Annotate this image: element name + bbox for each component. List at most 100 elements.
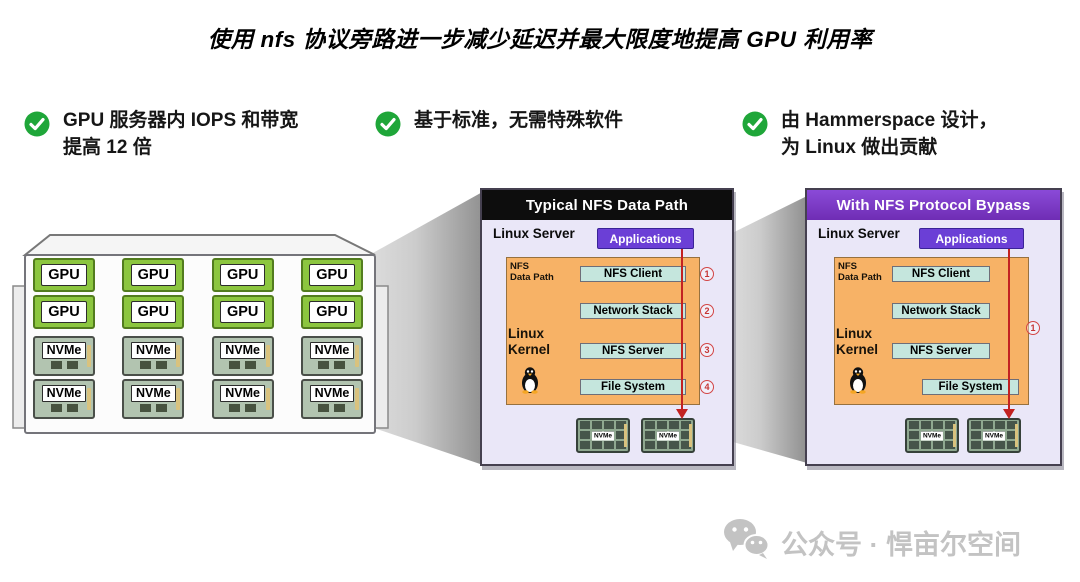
bullet-line: 提高 12 倍: [63, 136, 152, 158]
server-chassis: [12, 234, 389, 434]
gpu-module: GPU: [33, 258, 95, 292]
chip-icons: [50, 361, 78, 369]
connector-strip: [624, 424, 627, 447]
label-line: Linux: [836, 326, 872, 341]
connector-strip: [87, 388, 91, 410]
connector-strip: [176, 388, 181, 410]
watermark: 公众号 · 悍亩尔空间: [722, 518, 1021, 567]
gpu-label: GPU: [41, 264, 87, 286]
label-line: Data Path: [510, 272, 554, 284]
step-badge-2: 2: [700, 304, 714, 318]
bullet-standards: 基于标准，无需特殊软件: [375, 108, 623, 142]
nvme-label: NVMe: [309, 342, 355, 359]
nvme-label: NVMe: [982, 431, 1006, 440]
linux-server-label: Linux Server: [493, 226, 575, 241]
bullet-line: 基于标准，无需特殊软件: [414, 110, 624, 131]
chip-icons: [318, 404, 346, 412]
connector-strip: [87, 345, 91, 367]
nfs-server-box: NFS Server: [580, 343, 686, 359]
label-line: Kernel: [508, 341, 551, 357]
bullet-line: GPU 服务器内 IOPS 和带宽: [63, 110, 299, 131]
gpu-label: GPU: [309, 264, 355, 286]
nfs-client-box: NFS Client: [580, 266, 686, 282]
gpu-module: GPU: [122, 258, 185, 292]
gpu-module: GPU: [211, 295, 274, 329]
bullet-line: 由 Hammerspace 设计，: [781, 110, 998, 131]
bullet-line: 为 Linux 做出贡献: [781, 136, 938, 158]
linux-kernel-label: Linux Kernel: [836, 326, 878, 357]
server-column: GPU GPU NVMe NVMe: [300, 258, 363, 422]
connector-strip: [354, 388, 359, 410]
connector-strip: [689, 424, 692, 447]
bullet-text: 基于标准，无需特殊软件: [414, 108, 623, 135]
nvme-drive: NVMe: [905, 418, 959, 453]
chip-icons: [139, 361, 167, 369]
file-system-box: File System: [580, 379, 686, 395]
chip-icons: [229, 404, 257, 412]
nvme-label: NVMe: [41, 385, 87, 402]
page-title: 使用 nfs 协议旁路进一步减少延迟并最大限度地提高 GPU 利用率: [207, 27, 873, 52]
check-icon: [375, 111, 401, 142]
step-badge-1: 1: [700, 267, 714, 281]
label-line: Linux: [508, 326, 544, 341]
bullet-text: 由 Hammerspace 设计， 为 Linux 做出贡献: [781, 108, 997, 161]
nvme-module: NVMe: [211, 379, 274, 419]
connector-strip: [354, 345, 359, 367]
nvme-label: NVMe: [220, 342, 266, 359]
wechat-icon: [722, 518, 770, 567]
nfs-data-path-label: NFS Data Path: [838, 261, 882, 284]
nvme-module: NVMe: [122, 379, 185, 419]
check-icon: [742, 111, 768, 142]
nvme-label: NVMe: [220, 385, 266, 402]
chip-icons: [50, 404, 78, 412]
nvme-label: NVMe: [591, 431, 615, 440]
panel-title: Typical NFS Data Path: [482, 190, 732, 220]
nfs-server-box: NFS Server: [892, 343, 990, 359]
connector-strip: [265, 345, 270, 367]
check-icon: [24, 111, 50, 142]
network-stack-box: Network Stack: [580, 303, 686, 319]
gpu-module: GPU: [122, 295, 185, 329]
nvme-module: NVMe: [300, 336, 363, 376]
nfs-data-path-label: NFS Data Path: [510, 261, 554, 284]
nvme-label: NVMe: [656, 431, 680, 440]
network-stack-box: Network Stack: [892, 303, 990, 319]
arrow-down-icon: [676, 409, 688, 419]
connector-strip: [265, 388, 270, 410]
nvme-label: NVMe: [309, 385, 355, 402]
file-system-box: File System: [922, 379, 1019, 395]
connector-strip: [953, 424, 956, 447]
data-path-line: [681, 249, 683, 410]
server-column: GPU GPU NVMe NVMe: [211, 258, 274, 422]
server-column: GPU GPU NVMe NVMe: [33, 258, 95, 422]
label-line: Kernel: [836, 341, 879, 357]
connector-strip: [1015, 424, 1018, 447]
nvme-module: NVMe: [33, 379, 95, 419]
nvme-module: NVMe: [33, 336, 95, 376]
nfs-client-box: NFS Client: [892, 266, 990, 282]
watermark-text: 公众号 · 悍亩尔空间: [781, 530, 1021, 560]
gpu-label: GPU: [219, 301, 266, 323]
data-path-line: [1008, 249, 1010, 410]
chip-icons: [139, 404, 167, 412]
nvme-module: NVMe: [122, 336, 185, 376]
label-line: Data Path: [838, 272, 882, 284]
nvme-drive: NVMe: [967, 418, 1021, 453]
nvme-label: NVMe: [130, 342, 176, 359]
gpu-label: GPU: [309, 301, 355, 323]
linux-kernel-label: Linux Kernel: [508, 326, 550, 357]
tux-icon: [846, 366, 870, 399]
linux-server-label: Linux Server: [818, 226, 900, 241]
arrow-down-icon: [1003, 409, 1015, 419]
step-badge-4: 4: [700, 380, 714, 394]
nvme-drive: NVMe: [576, 418, 630, 453]
step-badge-3: 3: [700, 343, 714, 357]
label-line: NFS: [838, 261, 857, 272]
gpu-label: GPU: [130, 264, 177, 286]
nvme-module: NVMe: [300, 379, 363, 419]
step-badge-1: 1: [1026, 321, 1040, 335]
nvme-label: NVMe: [920, 431, 944, 440]
gpu-module: GPU: [300, 295, 363, 329]
server-module-grid: GPU GPU NVMe NVMe GPU GPU NVMe NVMe GPU …: [33, 258, 363, 422]
